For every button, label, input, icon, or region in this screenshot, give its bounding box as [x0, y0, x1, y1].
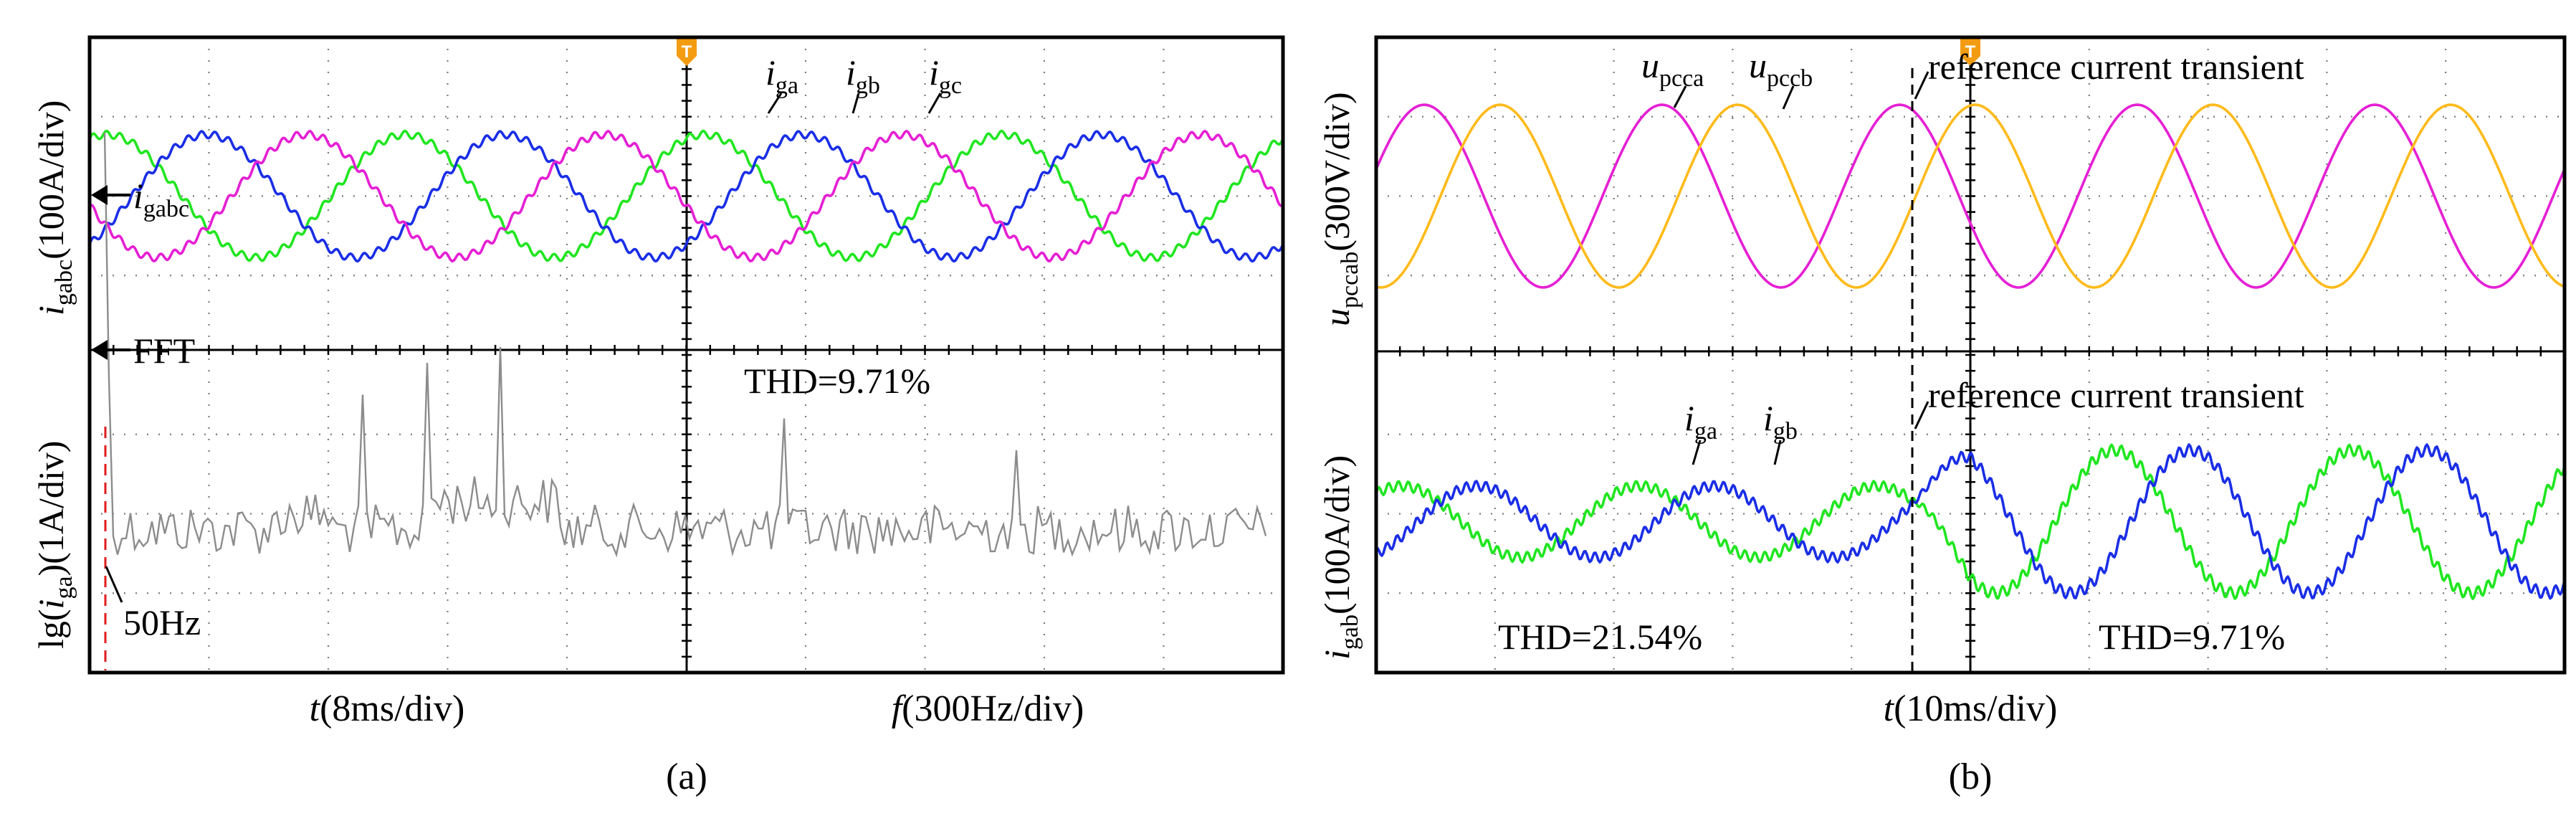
- ylabel-b-upper: upccab(300V/div): [1317, 92, 1363, 326]
- annotation-thd-before: THD=21.54%: [1498, 617, 1702, 657]
- igb-waveform: [88, 130, 1284, 263]
- svg-text:FFT: FFT: [133, 331, 195, 371]
- transient-label-upper: reference current transient: [1928, 47, 2304, 87]
- svg-text:T: T: [682, 42, 692, 62]
- annotation-thd-a: THD=9.71%: [744, 361, 930, 401]
- panel-b-frame: [1374, 35, 2567, 675]
- pointer-transient-lower: [1914, 401, 1929, 430]
- panel-a-frame: [87, 35, 1285, 675]
- channel-marker-fft: FFT: [91, 331, 195, 371]
- ylabel-b-lower: igab(100A/div): [1317, 455, 1363, 660]
- xlabel-a-time: t(8ms/div): [310, 688, 465, 729]
- channel-marker-igabc: igabc: [91, 176, 189, 222]
- ylabel-a-lower: lg(iga)(1A/div): [31, 441, 77, 649]
- label-igb-b: igb: [1763, 398, 1798, 445]
- xlabel-b-time: t(10ms/div): [1884, 688, 2058, 729]
- upccb-waveform: [1375, 103, 2565, 289]
- fft-spectrum: [103, 132, 1267, 558]
- label-upccb: upccb: [1749, 45, 1813, 92]
- pointer-upcca: [1673, 85, 1687, 108]
- ticks-a: [88, 36, 1284, 674]
- iga-waveform: [88, 129, 1284, 262]
- transient-label-lower: reference current transient: [1928, 375, 2304, 415]
- label-igc: igc: [929, 52, 962, 99]
- iga-b-waveform: [1375, 443, 2566, 600]
- label-upcca: upcca: [1641, 45, 1704, 92]
- pointer-iga: [767, 92, 783, 114]
- panel-b: T reference current transient reference …: [1317, 35, 2567, 797]
- trigger-marker-b: T: [1960, 37, 1980, 66]
- igc-waveform: [89, 130, 1282, 263]
- pointer-upccb: [1782, 85, 1795, 110]
- panel-a-waveforms: [88, 129, 1284, 558]
- caption-a: (a): [666, 756, 707, 797]
- label-iga-b: iga: [1684, 398, 1717, 445]
- svg-text:T: T: [1965, 42, 1976, 62]
- caption-b: (b): [1949, 756, 1993, 797]
- xlabel-a-freq: f(300Hz/div): [892, 688, 1084, 729]
- igb-b-waveform: [1375, 443, 2566, 600]
- label-iga: iga: [765, 52, 798, 99]
- pointer-50hz: [105, 566, 123, 603]
- upcca-waveform: [1375, 103, 2566, 289]
- trigger-marker-a: T: [677, 37, 697, 66]
- panel-a: T iga igb igc igabc FFT THD=9.71% 50Hz i…: [31, 35, 1285, 797]
- annotation-thd-after: THD=9.71%: [2099, 617, 2285, 657]
- pointer-iga-b: [1692, 440, 1702, 465]
- pointer-igc: [927, 92, 942, 114]
- ylabel-a-upper: igabc(100A/div): [31, 100, 77, 315]
- pointer-transient-upper: [1914, 71, 1929, 100]
- panel-b-waveforms: [1375, 103, 2566, 600]
- label-igb: igb: [846, 52, 880, 99]
- pointer-igb: [851, 92, 860, 114]
- svg-text:igabc: igabc: [133, 176, 189, 222]
- pointer-igb-b: [1773, 440, 1782, 465]
- annotation-50hz: 50Hz: [123, 602, 201, 642]
